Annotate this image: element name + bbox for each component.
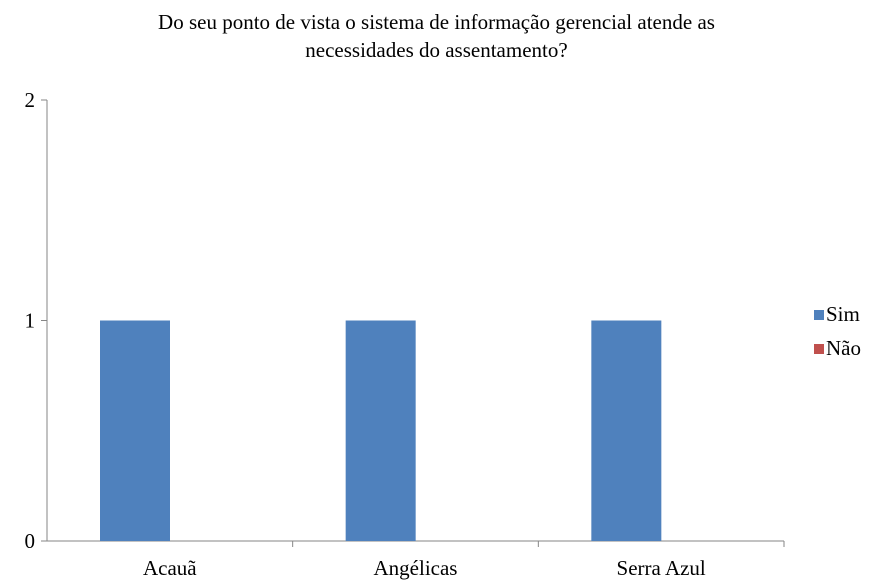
legend-swatch [814,344,824,354]
plot-area: 0 1 2 Acauã Angélicas Serra Azul [25,88,785,580]
legend-label: Não [826,336,861,360]
y-tick-label: 1 [25,309,36,333]
chart-title-line-2: necessidades do assentamento? [305,38,568,62]
bar-sim-3 [591,320,662,541]
chart-title: Do seu ponto de vista o sistema de infor… [0,8,873,64]
chart-title-line-1: Do seu ponto de vista o sistema de infor… [158,10,715,34]
y-tick-label: 0 [25,529,36,553]
x-tick-label: Angélicas [374,556,458,580]
legend-swatch [814,310,824,320]
x-tick-label: Acauã [143,556,197,580]
legend-label: Sim [826,302,860,326]
y-tick-label: 2 [25,88,36,112]
bar-sim-2 [345,320,416,541]
x-tick-label: Serra Azul [617,556,706,580]
bar-sim-1 [100,320,170,541]
legend: Sim Não [814,302,861,360]
